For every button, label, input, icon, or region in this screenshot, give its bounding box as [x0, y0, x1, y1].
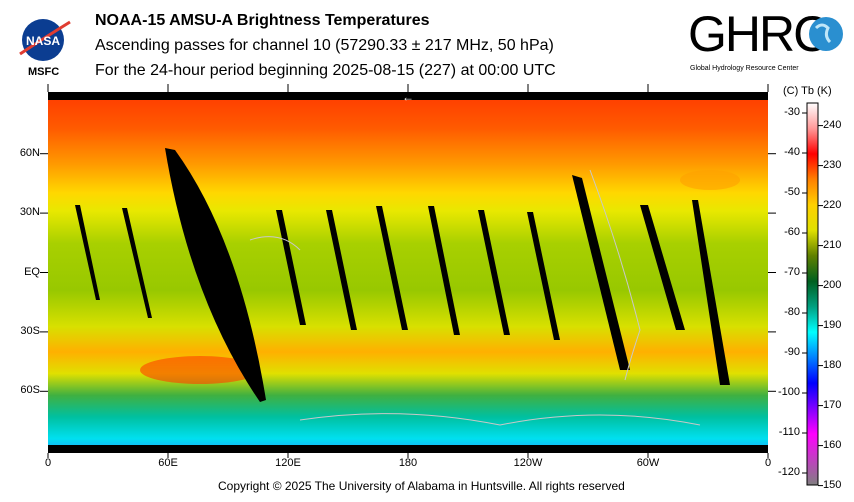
celsius-label: -40 [784, 146, 800, 158]
swath-gap [478, 210, 510, 335]
lat-label: 30N [19, 206, 40, 219]
svg-text:NASA: NASA [26, 34, 60, 48]
lon-label: 60W [636, 457, 660, 469]
kelvin-label: 220 [823, 198, 842, 211]
lat-label: EQ [24, 265, 40, 278]
swath-gap [165, 148, 266, 402]
kelvin-label: 160 [823, 438, 842, 451]
swath-gap [527, 212, 560, 340]
colorbar [806, 102, 819, 486]
celsius-label: -100 [777, 386, 800, 398]
swath-gap [428, 206, 460, 335]
lat-label: 60N [19, 146, 40, 159]
copyright: Copyright © 2025 The University of Alaba… [218, 479, 625, 493]
warm-anomaly [140, 356, 260, 384]
celsius-label: -60 [784, 226, 800, 238]
page-title: NOAA-15 AMSU-A Brightness Temperatures [95, 12, 430, 29]
kelvin-label: 150 [823, 478, 842, 491]
kelvin-label: 200 [823, 278, 842, 291]
celsius-label: -110 [778, 426, 800, 438]
swath-gap [376, 206, 408, 330]
swath-gap [122, 208, 152, 318]
kelvin-label: 190 [823, 318, 842, 331]
lat-label: 60S [20, 384, 40, 397]
nasa-meatball-icon: NASA [19, 19, 71, 61]
msfc-caption: MSFC [28, 66, 60, 78]
lon-label: 0 [44, 457, 52, 469]
lat-label: 30S [20, 324, 40, 337]
celsius-label: -80 [784, 306, 800, 318]
swath-gap [572, 175, 630, 370]
ghrc-logo: GHRC Global Hydrology Resource Center [688, 8, 848, 78]
celsius-label: -90 [784, 346, 800, 358]
lon-label: 60E [158, 457, 178, 469]
swath-gap [75, 205, 100, 300]
lon-label: 120W [513, 457, 543, 469]
nasa-logo: NASA MSFC [14, 10, 74, 80]
swath-gap [326, 210, 357, 330]
coastlines [249, 169, 701, 426]
globe-icon [809, 17, 843, 51]
celsius-label: -30 [784, 106, 800, 118]
swath-gap [692, 200, 730, 385]
subtitle: Ascending passes for channel 10 (57290.3… [95, 37, 554, 54]
period-text: For the 24-hour period beginning 2025-08… [95, 62, 556, 79]
lon-label: 180 [398, 457, 418, 469]
celsius-label: -50 [784, 186, 800, 198]
bottom-band [48, 445, 768, 453]
lon-label: 0 [764, 457, 772, 469]
colorbar-header: (C) Tb (K) [783, 85, 832, 97]
colorbar-ticks [802, 112, 823, 487]
top-band [48, 92, 768, 100]
direction-arrow: ← [402, 90, 414, 104]
celsius-label: -70 [784, 266, 800, 278]
celsius-label: -120 [777, 466, 800, 478]
kelvin-label: 210 [823, 238, 842, 251]
ghrc-logo-text: GHRC [688, 6, 829, 62]
kelvin-label: 230 [823, 158, 842, 171]
ghrc-caption: Global Hydrology Resource Center [690, 65, 799, 72]
warm-anomaly [680, 170, 740, 190]
data-gaps [48, 92, 768, 453]
lon-label: 120E [275, 457, 301, 469]
kelvin-label: 170 [823, 398, 842, 411]
kelvin-label: 180 [823, 358, 842, 371]
swath-gap [640, 205, 685, 330]
kelvin-label: 240 [823, 118, 842, 131]
axis-ticks [40, 84, 776, 458]
